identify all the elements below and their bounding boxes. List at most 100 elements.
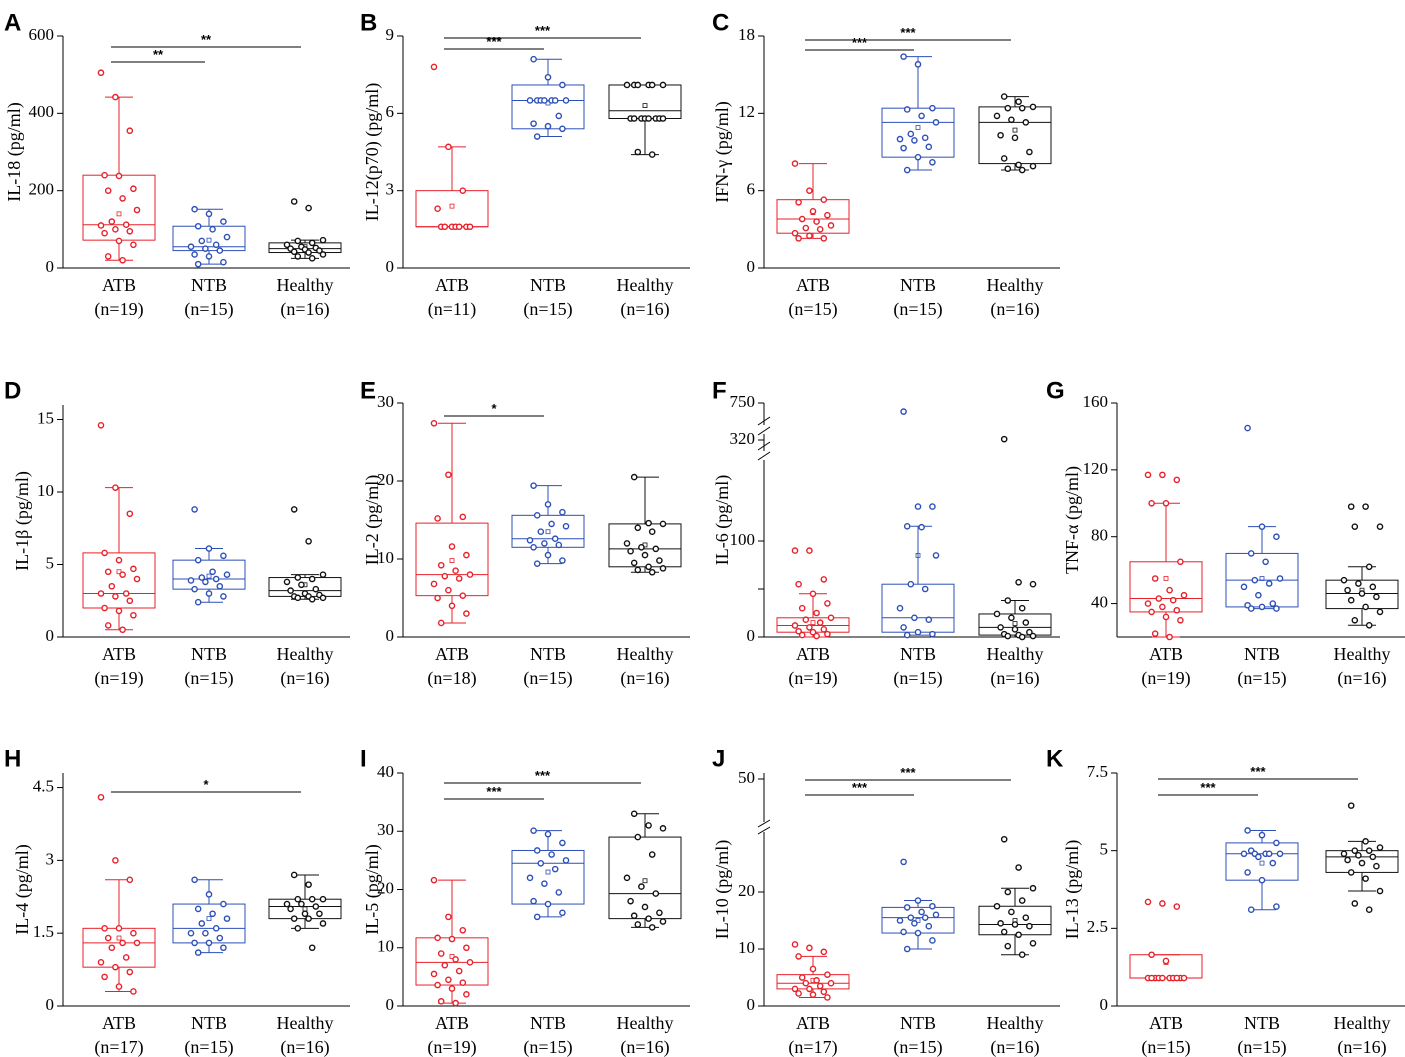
data-point — [223, 571, 231, 578]
data-point — [1018, 104, 1026, 112]
data-point — [925, 616, 933, 624]
y-tick-label: 3 — [386, 180, 395, 199]
data-point — [194, 556, 202, 564]
data-point — [551, 535, 559, 543]
y-tick-label: 20 — [377, 470, 394, 489]
data-point — [97, 793, 105, 801]
mean-marker — [1259, 576, 1265, 581]
mean-marker — [206, 237, 212, 243]
x-category-label: Healthy — [987, 644, 1044, 664]
data-point — [1000, 928, 1008, 936]
x-category-label: Healthy — [617, 1013, 674, 1033]
data-point — [112, 484, 119, 491]
data-point — [993, 112, 1001, 120]
data-point — [112, 93, 119, 101]
data-point — [205, 253, 213, 260]
y-axis-label: IL-10 (pg/ml) — [712, 840, 733, 939]
data-point — [216, 934, 224, 942]
data-point — [562, 97, 570, 104]
data-point — [795, 990, 802, 997]
data-point — [1000, 835, 1008, 843]
y-tick-label: 3 — [46, 849, 55, 868]
data-point — [645, 519, 652, 527]
data-point — [907, 914, 915, 921]
axis-break-mark — [757, 826, 771, 835]
x-sample-size-label: (n=15) — [523, 1037, 572, 1057]
y-tick-label: 5 — [1100, 840, 1109, 859]
data-point — [1358, 859, 1366, 867]
data-point — [634, 81, 642, 89]
data-point — [115, 607, 123, 615]
data-point — [623, 540, 631, 547]
iqr-box — [172, 559, 246, 590]
data-point — [220, 218, 227, 225]
panel-letter: E — [360, 377, 376, 404]
iqr-box — [511, 849, 585, 905]
y-tick-label: 12 — [738, 102, 755, 121]
data-point — [1151, 630, 1159, 637]
data-point — [623, 81, 631, 89]
panel-a: A 0 200 400 600 IL-18 (pg/ml) ATB (n=19) NTB (n=1… — [4, 9, 350, 320]
data-point — [441, 961, 449, 969]
data-point — [627, 897, 634, 905]
data-point — [1369, 583, 1377, 591]
data-point — [1240, 850, 1248, 858]
data-point — [112, 857, 119, 864]
data-point — [312, 585, 320, 593]
data-point — [194, 260, 202, 268]
axis-break-mark — [757, 819, 771, 828]
data-point — [1029, 103, 1037, 111]
data-point — [791, 229, 799, 237]
data-point — [526, 874, 534, 882]
data-point — [101, 229, 108, 237]
group-atb — [82, 69, 156, 264]
data-point — [1244, 827, 1251, 834]
data-point — [559, 839, 566, 847]
data-point — [659, 520, 667, 528]
x-sample-size-label: (n=17) — [788, 1037, 837, 1057]
data-point — [1015, 578, 1022, 586]
data-point — [220, 552, 227, 560]
x-sample-size-label: (n=16) — [620, 668, 669, 689]
data-point — [308, 895, 316, 903]
iqr-box — [1225, 842, 1299, 881]
data-point — [187, 243, 195, 251]
panel-d: D 0 5 10 15 IL-1β (pg/ml) ATB (n=19) NTB (n=15) He… — [4, 377, 350, 689]
data-point — [798, 215, 806, 223]
data-point — [1244, 424, 1251, 432]
data-point — [1177, 616, 1184, 624]
x-sample-size-label: (n=15) — [893, 1037, 942, 1057]
data-point — [798, 604, 806, 612]
group-ntb — [1225, 424, 1299, 612]
iqr-box — [881, 107, 955, 158]
data-point — [929, 630, 936, 638]
x-sample-size-label: (n=19) — [94, 299, 143, 320]
data-point — [445, 471, 452, 479]
x-sample-size-label: (n=15) — [1237, 1037, 1286, 1057]
data-point — [900, 858, 907, 866]
data-point — [104, 622, 112, 629]
group-atb — [415, 876, 489, 1007]
data-point — [1362, 875, 1369, 882]
data-point — [932, 911, 940, 919]
data-point — [809, 965, 817, 973]
y-tick-label: 10 — [377, 548, 394, 567]
data-point — [209, 910, 216, 918]
data-point — [1258, 523, 1266, 530]
data-point — [216, 582, 224, 590]
data-point — [1258, 831, 1266, 839]
x-category-label: NTB — [900, 644, 936, 664]
data-point — [305, 915, 312, 922]
data-point — [198, 574, 206, 581]
significance-label: ** — [201, 32, 212, 47]
panel-g: G 40 80 120 160 TNF-α (pg/ml) ATB (n=19) NTB (n=1… — [1046, 377, 1405, 689]
x-category-label: ATB — [435, 275, 469, 295]
data-point — [459, 513, 467, 521]
data-point — [993, 902, 1001, 910]
mean-marker — [1163, 576, 1169, 581]
data-point — [437, 950, 445, 957]
data-point — [824, 600, 831, 607]
data-point — [1376, 523, 1384, 530]
group-healthy — [978, 835, 1052, 959]
data-point — [194, 598, 202, 606]
